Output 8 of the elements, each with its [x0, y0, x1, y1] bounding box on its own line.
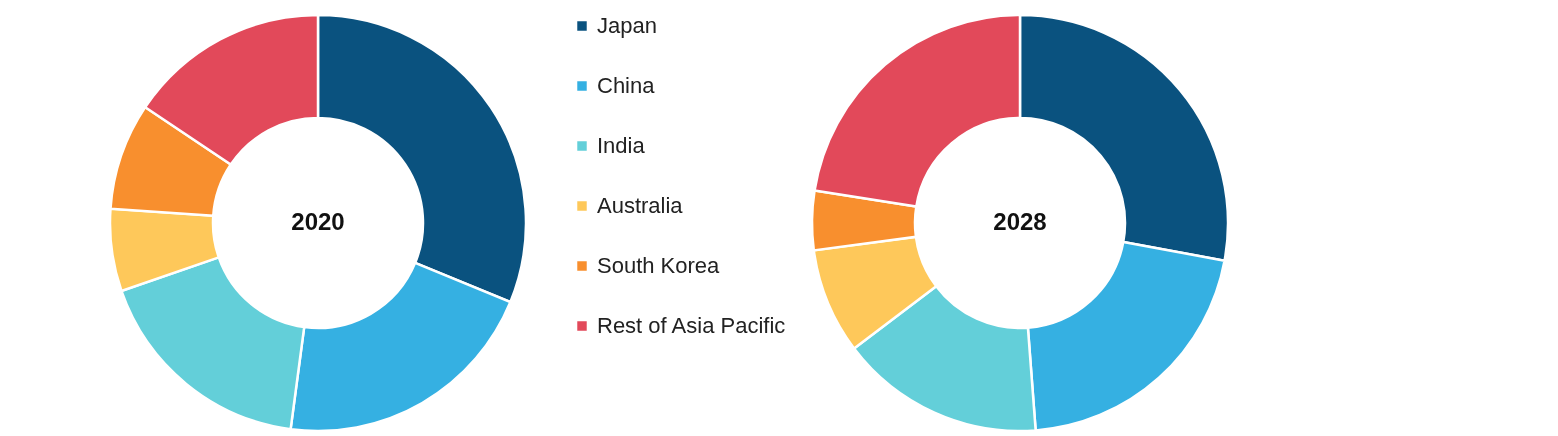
- legend-label: Japan: [597, 13, 657, 38]
- text: 2028: [993, 208, 1047, 235]
- text: 2020: [291, 208, 345, 235]
- legend-label: Australia: [597, 193, 684, 218]
- legend-label: South Korea: [597, 253, 721, 278]
- legend-label: China: [597, 73, 656, 98]
- legend-label: Rest of Asia Pacific: [597, 313, 786, 338]
- legend-label: India: [597, 133, 646, 158]
